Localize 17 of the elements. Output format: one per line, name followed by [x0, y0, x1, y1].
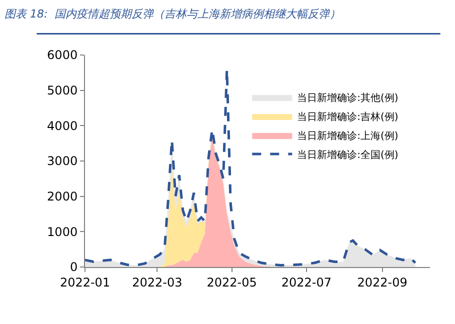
- x-tick-label: 2022-07: [281, 275, 332, 290]
- x-tick-label: 2022-09: [357, 275, 408, 290]
- legend-label: 当日新增确诊:其他(例): [297, 92, 398, 104]
- x-tick-label: 2022-03: [132, 275, 182, 290]
- y-tick-label: 6000: [47, 48, 78, 62]
- legend-label: 当日新增确诊:吉林(例): [297, 110, 398, 123]
- y-tick-label: 2000: [47, 190, 78, 204]
- y-tick-label: 5000: [47, 84, 78, 98]
- chart-title: 图表 18: 国内疫情超预期反弹（吉林与上海新增病例相继大幅反弹）: [4, 7, 341, 20]
- y-tick-label: 1000: [47, 224, 78, 239]
- y-tick-label: 4000: [47, 118, 78, 133]
- y-tick-label: 0: [70, 260, 78, 274]
- x-tick-label: 2022-05: [206, 275, 257, 290]
- legend-label: 当日新增确诊:全国(例): [297, 148, 398, 161]
- legend-label: 当日新增确诊:上海(例): [297, 130, 398, 142]
- x-tick-label: 2022-01: [60, 275, 110, 290]
- y-tick-label: 3000: [47, 154, 78, 168]
